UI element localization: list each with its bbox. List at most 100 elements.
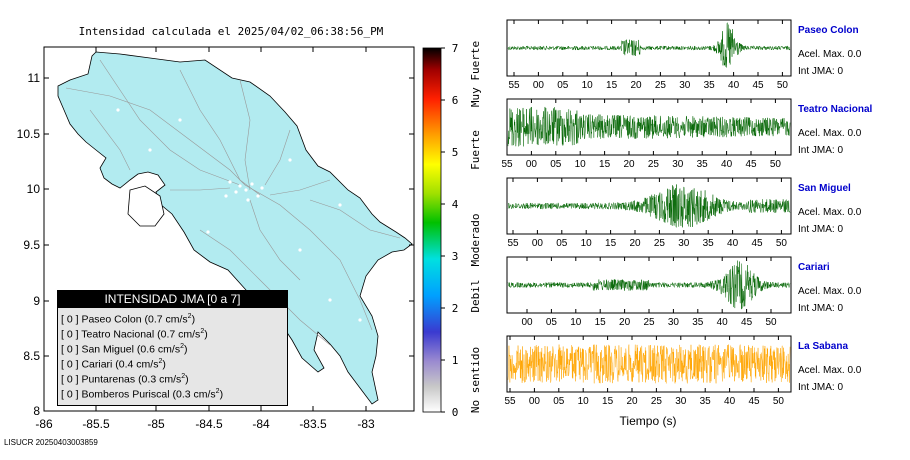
station-name: Cariari (798, 262, 830, 273)
waveform-trace (507, 106, 791, 148)
station-accel-max: Acel. Max. 0.0 (798, 286, 862, 297)
map-x-tick-label: -83 (357, 417, 375, 431)
waveform-tick-label: 50 (773, 396, 785, 407)
map-y-tick-label: 8.5 (23, 349, 40, 363)
waveform-panel: 55 00 05 10 15 20 25 30 35 40 45 50 Teatro Nacional A… (501, 98, 872, 170)
legend-item-intensity: [ 0 ] (61, 343, 82, 356)
waveform-panels: 55 00 05 10 15 20 25 30 35 40 45 50 Paseo Colon Acel.… (501, 19, 872, 407)
waveform-tick-label: 40 (717, 317, 729, 328)
legend-item: [ 0 ] Paseo Colon (0.7 cm/s2) (61, 313, 195, 326)
legend-item-intensity: [ 0 ] (61, 373, 82, 386)
colorbar-label: Debil (469, 279, 482, 312)
waveform-tick-label: 45 (751, 238, 763, 249)
legend-item-accel-exp: 2 (180, 343, 184, 350)
waveform-panel: 55 00 05 10 15 20 25 30 35 40 45 50 La Sabana Acel. M… (504, 335, 862, 407)
legend-item-accel: (0.3 cm/s (138, 373, 182, 386)
legend-item: [ 0 ] Cariari (0.4 cm/s2) (61, 358, 166, 371)
intensity-legend (57, 290, 288, 406)
legend-item-accel: (0.3 cm/s (172, 388, 216, 401)
waveform-tick-label: 50 (777, 80, 789, 91)
waveform-tick-label: 10 (581, 238, 593, 249)
colorbar-tick-label: 7 (452, 42, 459, 55)
waveform-tick-label: 15 (602, 396, 614, 407)
colorbar-tick-label: 4 (452, 198, 459, 211)
waveform-tick-label: 55 (501, 159, 513, 170)
colorbar-gradient (422, 47, 442, 413)
waveform-tick-label: 10 (570, 317, 582, 328)
legend-item-intensity: [ 0 ] (61, 358, 82, 371)
legend-item-intensity: [ 0 ] (61, 313, 82, 326)
waveform-tick-label: 40 (727, 238, 739, 249)
legend-item: [ 0 ] Bomberos Puriscal (0.3 cm/s2) (61, 388, 223, 401)
waveform-tick-label: 55 (507, 238, 519, 249)
costa-rica-land (57, 51, 413, 405)
waveform-tick-label: 25 (651, 396, 663, 407)
waveform-tick-label: 50 (776, 238, 788, 249)
waveform-tick-label: 55 (508, 80, 520, 91)
colorbar-tick-label: 3 (452, 250, 459, 263)
legend-item: [ 0 ] Teatro Nacional (0.7 cm/s2) (61, 328, 208, 341)
waveform-tick-label: 45 (745, 159, 757, 170)
waveform-panel: 00 05 10 15 20 25 30 35 40 45 50 Cariari Acel. Max. … (506, 256, 862, 328)
colorbar-tick-label: 1 (452, 354, 459, 367)
waveform-tick-label: 20 (619, 317, 631, 328)
waveform-tick-label: 05 (553, 396, 565, 407)
legend-item-accel-close: ) (162, 358, 166, 371)
legend-item-station: Cariari (81, 358, 116, 371)
station-name: Paseo Colon (798, 25, 859, 36)
road-network (65, 59, 401, 346)
legend-item-accel-exp: 2 (158, 358, 163, 365)
colorbar-tick-label: 5 (452, 146, 459, 159)
legend-item-accel-exp: 2 (200, 328, 205, 335)
waveform-tick-label: 20 (623, 159, 635, 170)
waveform-tick-label: 00 (529, 396, 541, 407)
legend-item-accel-close: ) (219, 388, 224, 401)
station-accel-max: Acel. Max. 0.0 (798, 49, 862, 60)
waveform-tick-label: 15 (595, 317, 607, 328)
waveform-tick-label: 40 (724, 396, 736, 407)
waveform-tick-label: 25 (654, 238, 666, 249)
colorbar-tick-label: 0 (452, 406, 459, 419)
waveform-tick-label: 35 (700, 396, 712, 407)
legend-item-accel: (0.4 cm/s (115, 358, 159, 371)
legend-title: INTENSIDAD JMA [0 a 7] (57, 290, 288, 308)
intensity-colorbar: 7 6 5 4 3 2 1 0 Muy Fuerte Fuerte Moderado Debil No… (422, 41, 482, 419)
waveform-tick-label: 45 (741, 317, 753, 328)
station-jma-intensity: Int JMA: 0 (798, 66, 843, 77)
waveform-frame (506, 98, 792, 156)
waveform-tick-label: 00 (533, 80, 545, 91)
colorbar-tick-label: 2 (452, 302, 459, 315)
station-accel-max: Acel. Max. 0.0 (798, 128, 862, 139)
waveform-tick-label: 50 (770, 159, 782, 170)
waveform-tick-label: 55 (504, 396, 516, 407)
waveform-tick-label: 00 (532, 238, 544, 249)
map-y-tick-label: 10 (27, 182, 41, 196)
map-y-tick-label: 11 (28, 71, 41, 85)
waveform-tick-label: 30 (668, 317, 680, 328)
map-x-tick-label: -84.5 (195, 417, 223, 431)
waveform-tick-label: 35 (697, 159, 709, 170)
legend-item-intensity: [ 0 ] (61, 388, 82, 401)
waveform-tick-label: 30 (678, 238, 690, 249)
waveform-tick-label: 05 (550, 159, 562, 170)
map-y-tick-label: 9.5 (23, 238, 40, 252)
map-y-tick-label: 8 (33, 404, 40, 418)
map-frame (43, 46, 415, 412)
waveform-tick-label: 35 (704, 80, 716, 91)
waveform-tick-label: 40 (728, 80, 740, 91)
waveform-tick-label: 10 (582, 80, 594, 91)
station-jma-intensity: Int JMA: 0 (798, 145, 843, 156)
station-name: Teatro Nacional (798, 104, 872, 115)
legend-item-station: Teatro Nacional (81, 328, 158, 341)
gulf-of-nicoya (127, 185, 165, 227)
map-x-axis: -86 -85.5 -85 -84.5 -84 -83.5 -83 (35, 47, 375, 431)
waveform-trace (507, 344, 791, 384)
legend-item: [ 0 ] Puntarenas (0.3 cm/s2) (61, 373, 189, 386)
legend-item-station: Paseo Colon (81, 313, 145, 326)
map-x-tick-label: -85.5 (82, 417, 110, 431)
legend-item-accel: (0.6 cm/s (136, 343, 181, 356)
legend-item: [ 0 ] San Miguel (0.6 cm/s2) (61, 343, 187, 356)
legend-item-accel-exp: 2 (181, 373, 186, 380)
map-x-tick-label: -85 (147, 417, 165, 431)
